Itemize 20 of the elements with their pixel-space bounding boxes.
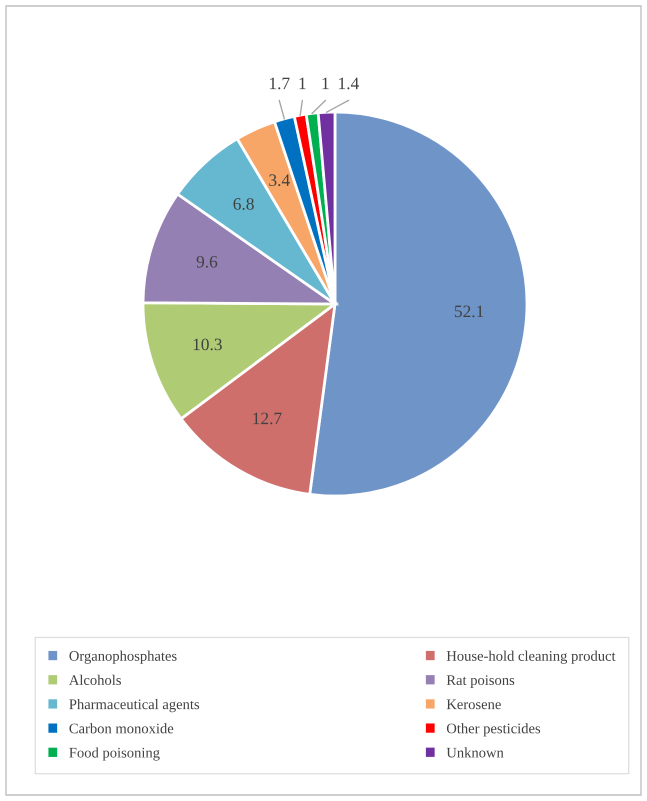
legend-label: Other pesticides <box>446 723 540 736</box>
legend-label: Pharmaceutical agents <box>69 698 200 712</box>
data-label: 3.4 <box>269 174 290 186</box>
data-label: 1.7 <box>270 78 290 90</box>
data-label: 52.1 <box>454 306 484 318</box>
data-label: 9.6 <box>196 256 218 268</box>
data-label: 10.3 <box>194 338 222 350</box>
legend-label: Alcohols <box>68 674 121 686</box>
data-label: 1.4 <box>339 78 359 90</box>
legend-label: Kerosene <box>446 700 501 710</box>
data-label: 1 <box>299 78 306 90</box>
legend-label: Unknown <box>446 747 504 758</box>
legend-label: Rat poisons <box>446 675 514 688</box>
legend-label: Food poisoning <box>69 747 160 761</box>
data-label: 6.8 <box>234 198 254 210</box>
data-label: 1 <box>322 78 329 90</box>
legend-label: Organophosphates <box>69 650 177 664</box>
legend-label: House-hold cleaning product <box>446 650 616 664</box>
legend-label: Carbon monoxide <box>69 723 174 734</box>
data-label: 12.7 <box>253 412 282 424</box>
